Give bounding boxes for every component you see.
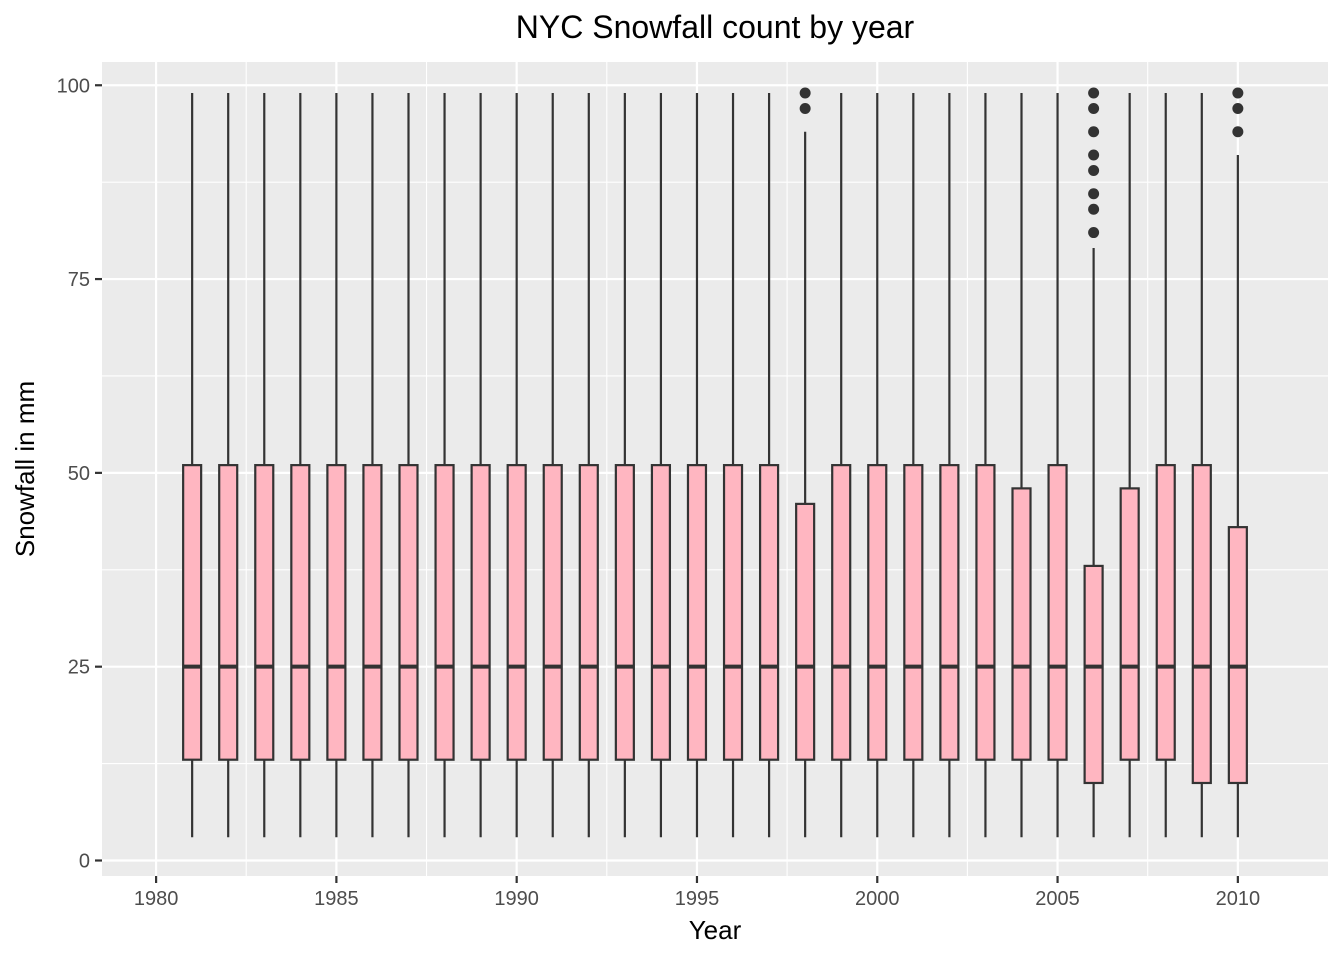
box-1984: [290, 93, 311, 838]
outlier-point: [1232, 126, 1244, 138]
box-iqr: [1083, 564, 1104, 785]
box-1997: [758, 93, 780, 838]
box-iqr: [614, 464, 635, 761]
box-1987: [398, 93, 419, 838]
box-1995: [686, 93, 708, 838]
box-iqr: [758, 464, 780, 761]
box-1988: [434, 93, 455, 838]
box-2005: [1047, 93, 1068, 838]
box-iqr: [722, 464, 744, 761]
box-iqr: [1011, 487, 1032, 761]
box-1990: [506, 93, 527, 838]
x-tick-label: 2000: [855, 888, 900, 910]
box-iqr: [795, 502, 816, 761]
plot-panel: [102, 62, 1328, 876]
box-2000: [867, 93, 888, 838]
box-2007: [1119, 93, 1140, 838]
x-tick-label: 1990: [494, 888, 539, 910]
outlier-point: [1088, 126, 1100, 138]
outlier-point: [1088, 203, 1100, 215]
y-tick-label: 100: [57, 75, 90, 97]
box-iqr: [939, 464, 960, 761]
box-2004: [1011, 93, 1032, 838]
x-tick-label: 1995: [675, 888, 720, 910]
box-iqr: [1191, 464, 1212, 785]
chart-title: NYC Snowfall count by year: [516, 9, 915, 45]
box-iqr: [975, 464, 996, 761]
box-iqr: [290, 464, 311, 761]
box-iqr: [218, 464, 239, 761]
outlier-point: [1088, 103, 1100, 115]
x-axis-title: Year: [689, 915, 742, 945]
box-2010: [1227, 87, 1248, 838]
y-tick-label: 0: [79, 850, 90, 872]
outlier-point: [1088, 149, 1100, 161]
x-tick-label: 2010: [1216, 888, 1261, 910]
x-tick-label: 2005: [1035, 888, 1080, 910]
box-iqr: [1155, 464, 1176, 761]
box-iqr: [506, 464, 527, 761]
box-iqr: [831, 464, 852, 761]
box-2006: [1083, 87, 1104, 838]
x-axis: 1980 1985 1990 1995 2000 2005 2010: [134, 876, 1260, 910]
box-1994: [650, 93, 672, 838]
box-iqr: [903, 464, 924, 761]
outlier-point: [1088, 188, 1100, 200]
box-1992: [578, 93, 599, 838]
y-axis: 0 25 50 75 100: [57, 75, 102, 872]
box-iqr: [326, 464, 347, 761]
box-iqr: [867, 464, 888, 761]
box-1989: [470, 93, 491, 838]
box-1981: [182, 93, 203, 838]
box-iqr: [470, 464, 491, 761]
box-series: [182, 87, 1248, 838]
box-1993: [614, 93, 635, 838]
box-1986: [362, 93, 383, 838]
y-tick-label: 50: [68, 463, 90, 485]
box-1985: [326, 93, 347, 838]
y-tick-label: 75: [68, 269, 90, 291]
box-iqr: [578, 464, 599, 761]
box-2001: [903, 93, 924, 838]
box-1991: [542, 93, 563, 838]
box-1998: [795, 87, 816, 838]
box-iqr: [362, 464, 383, 761]
outlier-point: [1088, 227, 1100, 239]
box-iqr: [398, 464, 419, 761]
outlier-point: [799, 87, 811, 99]
box-2003: [975, 93, 996, 838]
box-iqr: [542, 464, 563, 761]
box-iqr: [686, 464, 708, 761]
x-tick-label: 1980: [134, 888, 179, 910]
box-2008: [1155, 93, 1176, 838]
box-iqr: [1119, 487, 1140, 761]
outlier-point: [1088, 87, 1100, 99]
outlier-point: [1232, 103, 1244, 115]
outlier-point: [1088, 165, 1100, 177]
box-1982: [218, 93, 239, 838]
box-iqr: [1227, 526, 1248, 785]
box-1999: [831, 93, 852, 838]
box-1996: [722, 93, 744, 838]
box-iqr: [434, 464, 455, 761]
outlier-point: [799, 103, 811, 115]
y-tick-label: 25: [68, 657, 90, 679]
box-2009: [1191, 93, 1212, 838]
box-iqr: [254, 464, 275, 761]
box-iqr: [650, 464, 672, 761]
outlier-point: [1232, 87, 1244, 99]
x-tick-label: 1985: [314, 888, 359, 910]
box-1983: [254, 93, 275, 838]
y-axis-title: Snowfall in mm: [10, 381, 40, 557]
box-iqr: [182, 464, 203, 761]
box-iqr: [1047, 464, 1068, 761]
box-2002: [939, 93, 960, 838]
